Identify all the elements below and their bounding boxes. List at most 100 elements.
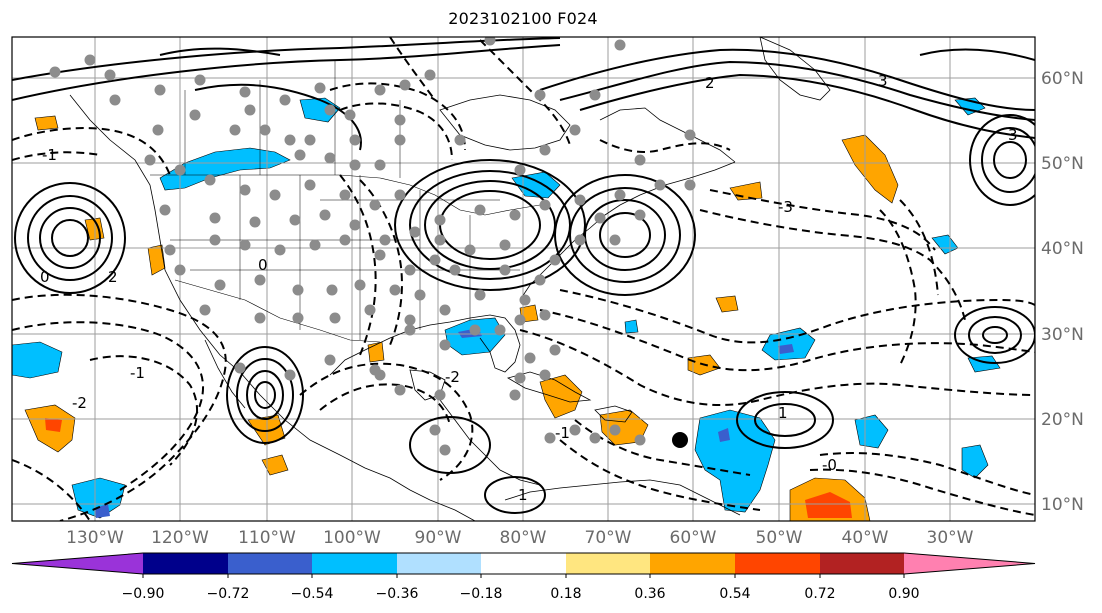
station-dot [634,434,646,446]
station-dot [434,234,446,246]
neg-patch-tropical-core [718,428,730,442]
station-dot [404,264,416,276]
station-dot [159,204,171,216]
station-dot [519,294,531,306]
station-dot [209,234,221,246]
colorbar-tick-label: −0.36 [376,586,419,602]
station-dot [394,384,406,396]
station-dot [234,362,246,374]
station-dot [539,199,551,211]
colorbar-tick-label: 0.90 [888,586,919,602]
colorbar-segment [228,553,312,574]
station-dot [324,152,336,164]
contour-label: 0 [40,268,50,286]
station-dot [239,184,251,196]
neg-patch-sw-pacific [71,477,126,519]
station-dot [589,89,601,101]
colorbar-segment [397,553,481,574]
station-dot [449,264,461,276]
station-dot [509,389,521,401]
colorbar-segment [312,553,397,574]
station-dot [364,304,376,316]
station-dot [374,159,386,171]
lat-label: 20°N [1041,410,1084,430]
colorbar-tick-label: 0.54 [719,586,750,602]
station-dot [434,214,446,226]
station-dot [609,234,621,246]
colorbar-tick-label: −0.90 [122,586,165,602]
station-dot [319,209,331,221]
colorbar-segment [650,553,735,574]
contour-label: 0 [258,256,268,274]
station-dot [326,284,338,296]
colorbar-segment [12,553,143,574]
station-dot [439,339,451,351]
neg-patch-atl-core [778,344,794,354]
station-dot [429,424,441,436]
station-dot [439,304,451,316]
station-dot [144,154,156,166]
station-dot [339,234,351,246]
station-dot [324,354,336,366]
station-dot [209,212,221,224]
lon-label: 80°W [500,528,547,548]
station-dot [684,179,696,191]
colorbar-tick-labels: −0.90 −0.72 −0.54 −0.36 −0.18 0.18 0.36 … [122,586,920,602]
contour-label: -0 [822,456,837,474]
station-dot [239,239,251,251]
contour-label: 1 [778,404,788,422]
station-dot [424,69,436,81]
storm-marker [672,432,688,448]
colorbar-segment [481,553,566,574]
station-dot [189,109,201,121]
colorbar-tick-label: −0.72 [207,586,250,602]
station-dot [614,189,626,201]
station-dot [239,86,251,98]
contour-label: 2 [108,268,118,286]
colorbar-segment [904,553,1035,574]
lon-label: 110°W [238,528,296,548]
station-dot [634,209,646,221]
station-dot [499,264,511,276]
station-dot [194,74,206,86]
station-dot [394,134,406,146]
station-dot [344,109,356,121]
station-dot [464,244,476,256]
station-dot [354,279,366,291]
station-dot [292,312,304,324]
station-dot [474,289,486,301]
contour-label: -1 [555,424,570,442]
colorbar-segment [735,553,820,574]
map-frame [11,36,1036,522]
station-dot [314,82,326,94]
station-dot [339,189,351,201]
station-dot [404,324,416,336]
station-dot [539,369,551,381]
station-dot [574,234,586,246]
station-dot [269,189,281,201]
station-dot [274,244,286,256]
contour-label: -2 [72,394,87,412]
station-dot [684,129,696,141]
lon-label: 90°W [415,528,462,548]
station-dot [574,194,586,206]
station-dot [259,124,271,136]
station-dot [349,134,361,146]
station-dot [349,219,361,231]
lon-label: 60°W [670,528,717,548]
station-dot [154,84,166,96]
station-dot [589,432,601,444]
colorbar-tick-label: 0.72 [804,586,835,602]
contour-label: 1 [518,486,528,504]
station-dot [304,134,316,146]
station-dot [514,314,526,326]
colorbar-tick-label: −0.54 [291,586,334,602]
station-dot [284,369,296,381]
station-dot [254,274,266,286]
station-dot [374,249,386,261]
pos-patch-atl-ne [841,134,899,204]
station-dot [414,289,426,301]
station-dot [379,234,391,246]
colorbar-tick-label: 0.18 [550,586,581,602]
